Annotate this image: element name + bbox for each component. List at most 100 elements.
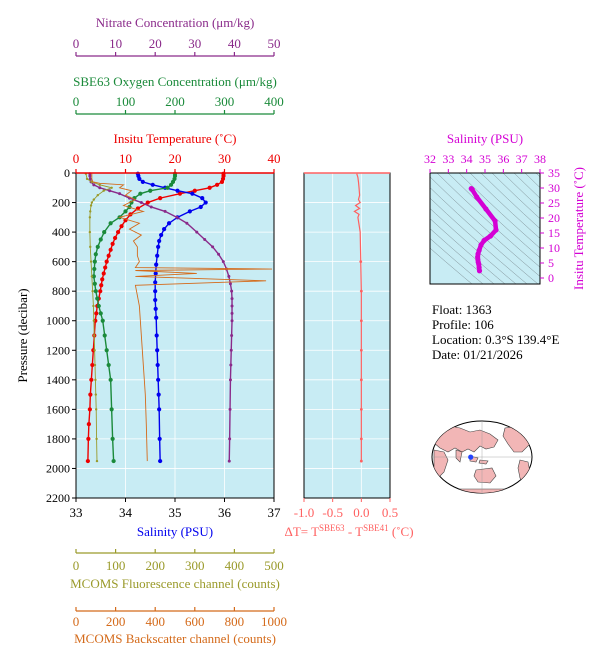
- ts-point: [487, 233, 494, 239]
- oxygen-point: [110, 436, 115, 442]
- ts-x-tick-label: 38: [534, 152, 546, 166]
- salinity-point: [154, 262, 159, 267]
- pressure-tick-label: 2200: [46, 491, 70, 505]
- salinity-point: [155, 253, 160, 258]
- nitrate-point: [203, 237, 207, 241]
- nitrate-point: [230, 311, 234, 315]
- fluorescence-point: [98, 183, 101, 187]
- temperature-point: [98, 289, 103, 294]
- nitrate-axis-label: Nitrate Concentration (μm/kg): [96, 15, 255, 30]
- temperature-point: [85, 458, 90, 464]
- nitrate-point: [195, 230, 199, 234]
- ts-contour-line: [430, 218, 506, 284]
- temperature-point: [207, 185, 212, 190]
- temperature-axis-label: Insitu Temperature (˚C): [113, 131, 236, 146]
- ts-contour-line: [469, 173, 540, 239]
- ts-contour-line: [513, 173, 540, 199]
- temperature-tick-label: 30: [218, 151, 231, 166]
- temperature-point: [113, 235, 118, 241]
- fluorescence-point: [94, 393, 98, 396]
- fluorescence-tick-label: 400: [225, 558, 245, 573]
- temperature-point: [110, 241, 115, 247]
- salinity-point: [156, 244, 161, 249]
- salinity-point: [166, 221, 172, 226]
- salinity-point: [153, 289, 158, 294]
- oxygen-point: [168, 182, 174, 187]
- pressure-tick-label: 2000: [46, 461, 70, 475]
- oxygen-point: [165, 185, 170, 190]
- pressure-tick-label: 200: [52, 196, 70, 210]
- oxygen-point: [138, 191, 143, 196]
- pressure-tick-label: 1200: [46, 343, 70, 357]
- fluorescence-point: [89, 260, 93, 263]
- oxygen-point: [102, 229, 107, 235]
- ts-contour-line: [535, 173, 540, 178]
- nitrate-point: [98, 186, 102, 190]
- delta-t-point: [359, 348, 363, 352]
- ts-contour-line: [491, 173, 540, 219]
- salinity-point: [157, 436, 162, 442]
- temperature-point: [108, 247, 113, 252]
- fluorescence-point: [90, 201, 94, 204]
- float-info-panel: Float: 1363 Profile: 106 Location: 0.3°S…: [432, 302, 559, 362]
- backscatter-tick-label: 800: [225, 614, 245, 629]
- temperature-point: [86, 422, 91, 427]
- oxygen-tick-label: 200: [165, 94, 185, 109]
- pressure-tick-label: 1800: [46, 432, 70, 446]
- oxygen-point: [106, 362, 111, 368]
- oxygen-tick-label: 100: [116, 94, 136, 109]
- pressure-tick-label: 800: [52, 284, 70, 298]
- ts-point: [483, 206, 489, 212]
- delta-t-point: [359, 378, 363, 382]
- profile-number: Profile: 106: [432, 317, 494, 332]
- temperature-tick-label: 40: [268, 151, 281, 166]
- oxygen-point: [100, 318, 105, 323]
- ts-x-tick-label: 32: [424, 152, 436, 166]
- ts-x-tick-label: 34: [461, 152, 473, 166]
- fluorescence-point: [94, 408, 98, 411]
- delta-t-axes: -1.0 -0.5 0.0 0.5 ΔT= TSBE63 - TSBE41 (˚C): [284, 172, 414, 539]
- ts-x-tick-label: 37: [516, 152, 528, 166]
- salinity-point: [140, 179, 145, 184]
- nitrate-point: [92, 183, 96, 187]
- ts-y-tick-label: 25: [548, 196, 560, 210]
- backscatter-tick-label: 1000: [261, 614, 287, 629]
- ts-series: [468, 186, 499, 274]
- ts-contour-line: [447, 173, 540, 259]
- fluorescence-point: [96, 193, 99, 197]
- salinity-point: [150, 182, 155, 187]
- fluorescence-tick-label: 0: [73, 558, 80, 573]
- salinity-point: [158, 458, 163, 464]
- nitrate-tick-label: 40: [228, 36, 241, 51]
- salinity-point: [153, 271, 158, 276]
- ts-x-axis-label: Salinity (PSU): [447, 131, 523, 146]
- temperature-point: [106, 253, 111, 258]
- fluorescence-point: [89, 245, 92, 249]
- oxygen-point: [92, 281, 97, 286]
- ts-point: [469, 186, 475, 193]
- ts-y-tick-label: 0: [548, 271, 554, 285]
- nitrate-point: [224, 267, 228, 271]
- ts-contour-line: [502, 173, 540, 209]
- ts-contour-line: [430, 228, 495, 284]
- salinity-point: [137, 176, 142, 182]
- nitrate-point: [229, 348, 233, 352]
- oxygen-point: [109, 407, 114, 412]
- temperature-point: [145, 200, 150, 205]
- nitrate-point: [185, 221, 189, 225]
- salinity-line: [137, 173, 207, 462]
- oxygen-point: [92, 259, 97, 264]
- temperature-point: [101, 271, 106, 276]
- fluorescence-point: [91, 289, 94, 293]
- profile-axes: 0200400600800100012001400160018002000220…: [15, 15, 287, 646]
- salinity-point: [200, 196, 205, 201]
- fluorescence-point: [95, 437, 98, 441]
- fluorescence-point: [92, 198, 96, 201]
- salinity-point: [157, 238, 162, 244]
- fluorescence-point: [92, 304, 95, 308]
- pressure-axis-label: Pressure (decibar): [15, 288, 30, 382]
- pressure-tick-label: 1000: [46, 314, 70, 328]
- delta-t-tick-label: 0.0: [353, 505, 369, 520]
